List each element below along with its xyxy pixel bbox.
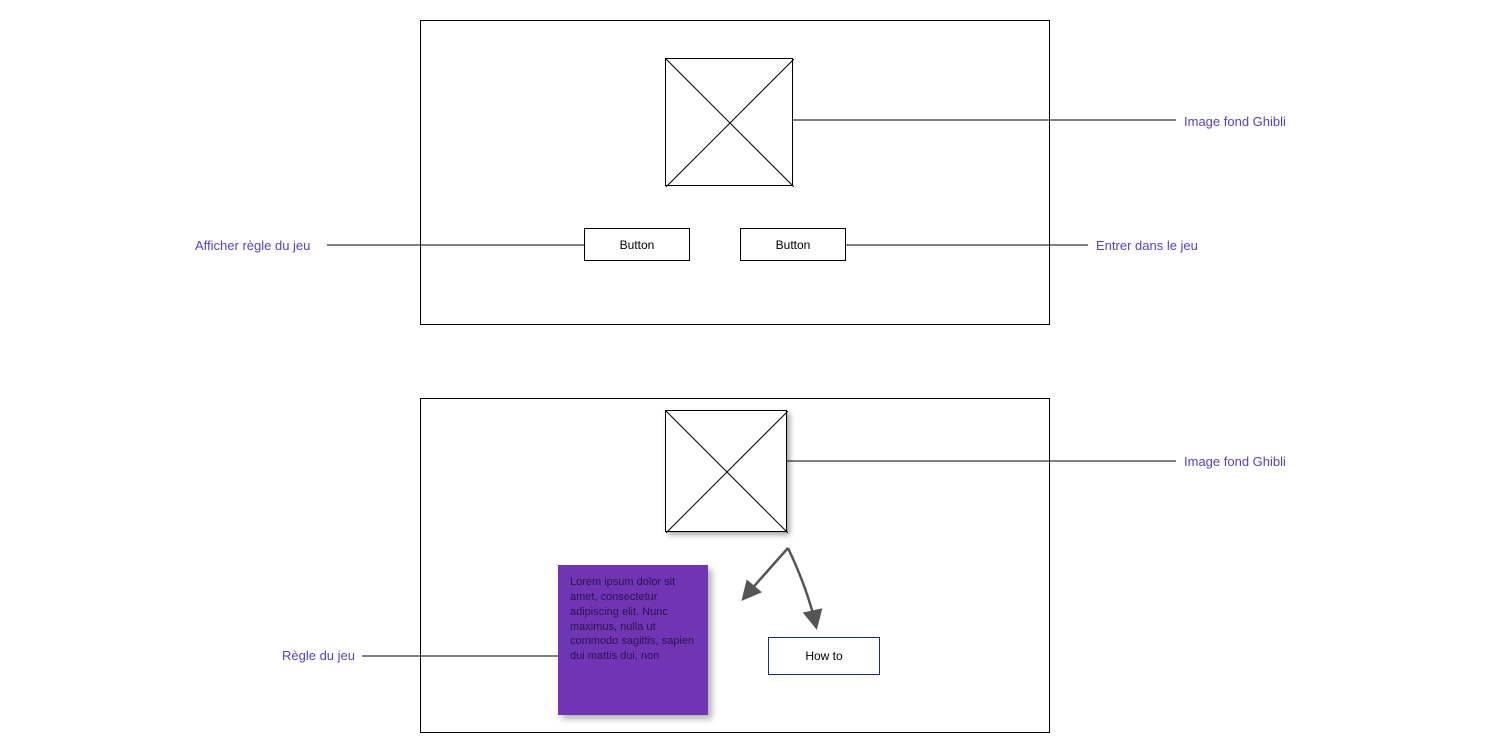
annotation-image-ghibli-2: Image fond Ghibli <box>1184 454 1286 469</box>
button-label: Button <box>620 238 655 252</box>
image-placeholder-icon <box>665 58 793 186</box>
how-to-button[interactable]: How to <box>768 637 880 675</box>
rules-text-content: Lorem ipsum dolor sit amet, consectetur … <box>570 576 694 662</box>
image-placeholder-icon <box>665 410 787 532</box>
annotation-image-ghibli-1: Image fond Ghibli <box>1184 114 1286 129</box>
how-to-label: How to <box>805 649 842 663</box>
annotation-regle-du-jeu: Règle du jeu <box>282 648 355 663</box>
curved-arrow-icon <box>730 540 850 640</box>
rules-button[interactable]: Button <box>584 228 690 261</box>
rules-text-panel: Lorem ipsum dolor sit amet, consectetur … <box>558 565 708 715</box>
annotation-afficher-regle: Afficher règle du jeu <box>195 238 310 253</box>
annotation-entrer-jeu: Entrer dans le jeu <box>1096 238 1198 253</box>
enter-game-button[interactable]: Button <box>740 228 846 261</box>
button-label: Button <box>776 238 811 252</box>
